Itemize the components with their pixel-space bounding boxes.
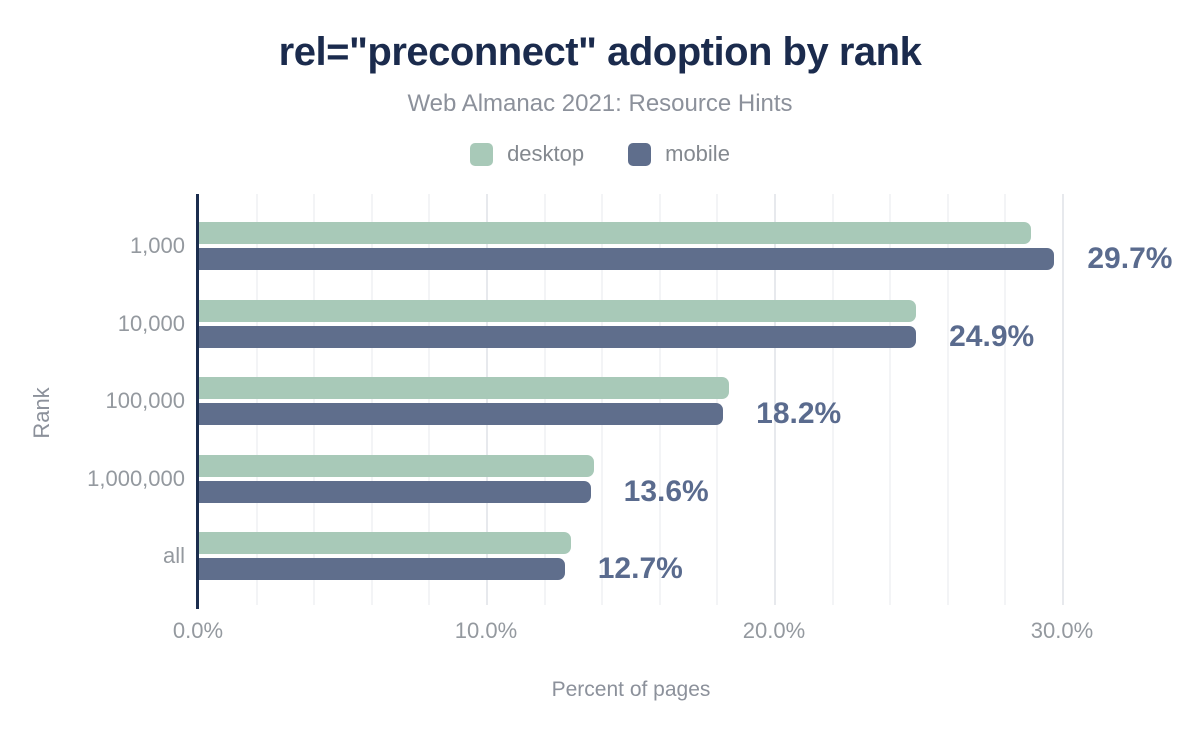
- bar-desktop-10000: [199, 299, 917, 322]
- legend-label: desktop: [507, 141, 585, 166]
- bar-desktop-all: [199, 532, 571, 554]
- gridline-minor: [255, 194, 258, 605]
- legend-item-mobile: mobile: [628, 141, 730, 167]
- bar-mobile-1000: [199, 248, 1055, 270]
- legend-label: mobile: [665, 141, 730, 166]
- value-label: 13.6%: [623, 474, 709, 508]
- gridline-minor: [946, 194, 949, 605]
- bar-mobile-all: [199, 558, 565, 580]
- bar-mobile-100000: [199, 403, 724, 425]
- gridline-minor: [428, 194, 431, 605]
- x-tick-label: 10.0%: [454, 618, 518, 643]
- chart-title: rel="preconnect" adoption by rank: [278, 30, 922, 74]
- desktop-swatch-icon: [470, 142, 494, 166]
- value-label: 29.7%: [1087, 242, 1173, 275]
- x-tick-label: 20.0%: [742, 618, 806, 643]
- x-tick-label: 0.0%: [172, 618, 224, 643]
- value-label: 24.9%: [949, 319, 1035, 353]
- category-label: 1,000,000: [87, 465, 185, 491]
- gridline-minor: [658, 194, 661, 605]
- gridline-minor: [313, 194, 316, 605]
- gridline-minor: [716, 194, 719, 605]
- chart-subtitle: Web Almanac 2021: Resource Hints: [407, 90, 793, 117]
- category-label: 100,000: [105, 388, 185, 413]
- mobile-swatch-icon: [628, 142, 652, 166]
- legend: desktop mobile: [0, 141, 1200, 167]
- bar-desktop-1000: [199, 222, 1032, 244]
- bar-mobile-1000000: [199, 480, 591, 503]
- category-label: 1,000: [129, 233, 185, 258]
- value-label: 18.2%: [756, 397, 842, 430]
- y-axis-line: [196, 194, 199, 609]
- bar-desktop-100000: [199, 377, 729, 399]
- gridline-minor: [543, 194, 546, 605]
- category-label: 10,000: [117, 310, 185, 336]
- gridline-minor: [1004, 194, 1007, 605]
- gridline-major: [1062, 194, 1064, 605]
- gridline-major: [774, 194, 776, 605]
- x-tick-label: 30.0%: [1030, 618, 1094, 643]
- gridline-minor: [889, 194, 892, 605]
- gridline-minor: [370, 194, 373, 605]
- bar-mobile-10000: [199, 325, 917, 348]
- value-label: 12.7%: [597, 552, 683, 585]
- bar-desktop-1000000: [199, 454, 594, 477]
- plot-area: [199, 194, 1139, 605]
- legend-item-desktop: desktop: [470, 141, 584, 167]
- gridline-minor: [831, 194, 834, 605]
- x-axis-title: Percent of pages: [551, 678, 711, 701]
- category-label: all: [162, 543, 185, 568]
- gridline-minor: [601, 194, 604, 605]
- gridline-major: [486, 194, 488, 605]
